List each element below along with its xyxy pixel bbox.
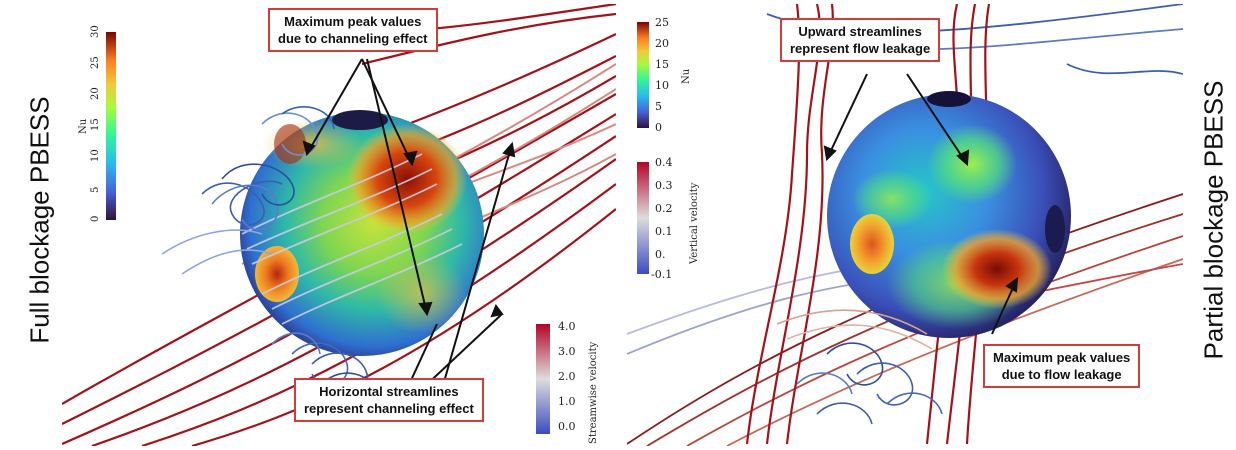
velocity-tick: 1.0	[558, 395, 576, 408]
nu-colorbar: 25 20 15 10 5 0 Nu	[637, 16, 692, 134]
velocity-tick: 0.2	[655, 202, 673, 215]
sphere-nu-surface	[240, 110, 484, 356]
velocity-tick: 4.0	[558, 320, 576, 333]
callout-max-peak-leakage: Maximum peak values due to flow leakage	[983, 344, 1141, 388]
nu-tick: 5	[90, 187, 101, 193]
streamlines-recirculation	[776, 309, 943, 425]
streamlines-low-velocity	[241, 153, 463, 325]
velocity-tick: 0.1	[655, 225, 673, 238]
annotation-arrows	[823, 73, 1019, 335]
partial-blockage-label: Partial blockage PBESS	[1198, 80, 1229, 360]
vertical-velocity-colorbar: 0.4 0.3 0.2 0.1 0. -0.1 Vertical velocit…	[637, 156, 700, 281]
velocity-tick: 0.0	[558, 420, 576, 433]
callout-horizontal-streamlines: Horizontal streamlines represent channel…	[294, 378, 484, 422]
nu-tick: 25	[90, 56, 101, 69]
velocity-tick: 0.4	[655, 156, 673, 169]
nu-tick: 0	[655, 121, 662, 134]
nu-colorbar-title: Nu	[681, 68, 692, 84]
nu-tick: 20	[655, 37, 669, 50]
velocity-colorbar-title: Streamwise velocity	[588, 341, 599, 444]
nu-tick: 20	[90, 87, 101, 100]
callout-upward-streamlines: Upward streamlines represent flow leakag…	[780, 18, 941, 62]
nu-colorbar: Nu 30 25 20 15 10 5 0	[78, 25, 116, 222]
full-blockage-figure: Nu 30 25 20 15 10 5 0 4.0 3.0 2.0 1.0 0.…	[62, 4, 616, 446]
sphere-nu-surface	[827, 91, 1071, 338]
full-blockage-panel: Nu 30 25 20 15 10 5 0 4.0 3.0 2.0 1.0 0.…	[62, 4, 616, 446]
full-blockage-label: Full blockage PBESS	[24, 96, 55, 344]
velocity-tick: 3.0	[558, 345, 576, 358]
streamwise-velocity-colorbar: 4.0 3.0 2.0 1.0 0.0 Streamwise velocity	[536, 320, 599, 444]
partial-blockage-panel: 25 20 15 10 5 0 Nu 0.4 0.3 0.2 0.1 0. -0…	[627, 4, 1183, 446]
velocity-tick: -0.1	[651, 268, 672, 281]
nu-tick: 25	[655, 16, 669, 29]
nu-tick: 30	[90, 25, 101, 38]
velocity-colorbar-title: Vertical velocity	[689, 182, 700, 265]
nu-tick: 15	[90, 118, 101, 131]
nu-tick: 10	[90, 149, 101, 162]
partial-blockage-figure: 25 20 15 10 5 0 Nu 0.4 0.3 0.2 0.1 0. -0…	[627, 4, 1183, 446]
nu-tick: 15	[655, 58, 669, 71]
nu-tick: 5	[655, 100, 662, 113]
callout-max-peak-channeling: Maximum peak values due to channeling ef…	[268, 8, 438, 52]
nu-tick: 0	[90, 216, 101, 222]
velocity-tick: 0.	[655, 248, 666, 261]
velocity-tick: 2.0	[558, 370, 576, 383]
nu-tick: 10	[655, 79, 669, 92]
velocity-tick: 0.3	[655, 179, 673, 192]
nu-colorbar-title: Nu	[78, 118, 89, 134]
